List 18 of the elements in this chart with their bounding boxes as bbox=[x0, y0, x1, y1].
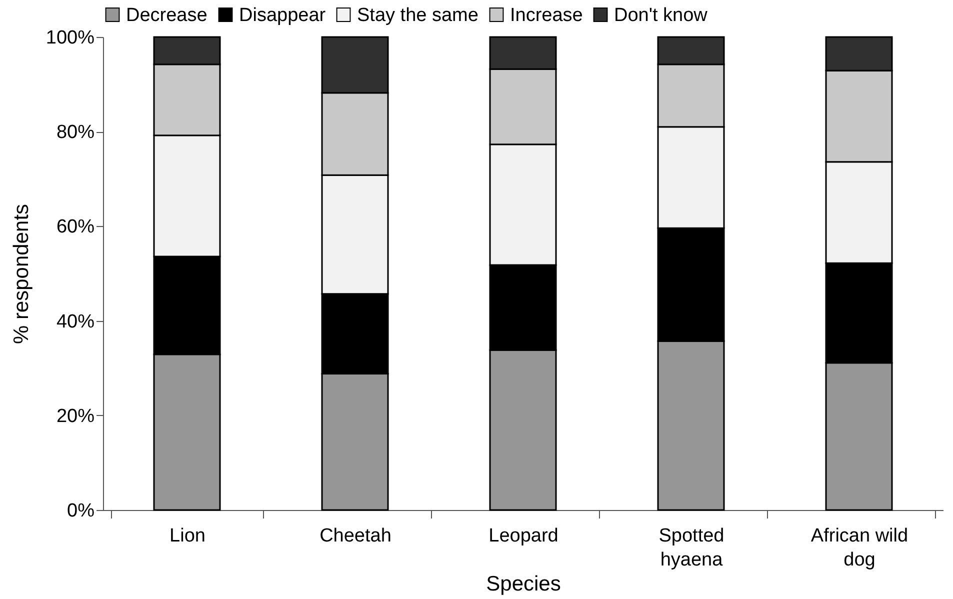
y-tick-label: 0% bbox=[67, 500, 95, 522]
legend-label: Don't know bbox=[614, 4, 708, 26]
y-tick-label: 100% bbox=[46, 28, 95, 48]
x-tick-label: Leopard bbox=[488, 526, 558, 546]
x-tick-label: Cheetah bbox=[320, 526, 392, 546]
y-tick-label: 20% bbox=[56, 406, 95, 427]
y-tick-label: 60% bbox=[56, 216, 95, 238]
x-tick-label: Spotted hyaena bbox=[658, 526, 724, 570]
x-axis-title: Species bbox=[486, 572, 561, 596]
y-axis-title: % respondents bbox=[10, 204, 33, 344]
legend-label: Stay the same bbox=[357, 4, 478, 26]
y-tick-label: 80% bbox=[56, 122, 95, 144]
legend-label: Decrease bbox=[126, 4, 208, 26]
x-tick-label: African wild dog bbox=[810, 526, 908, 570]
y-tick-label: 40% bbox=[56, 311, 95, 332]
legend-label: Disappear bbox=[239, 4, 326, 26]
x-tick-label: Lion bbox=[170, 526, 206, 546]
legend-label: Increase bbox=[510, 4, 583, 26]
